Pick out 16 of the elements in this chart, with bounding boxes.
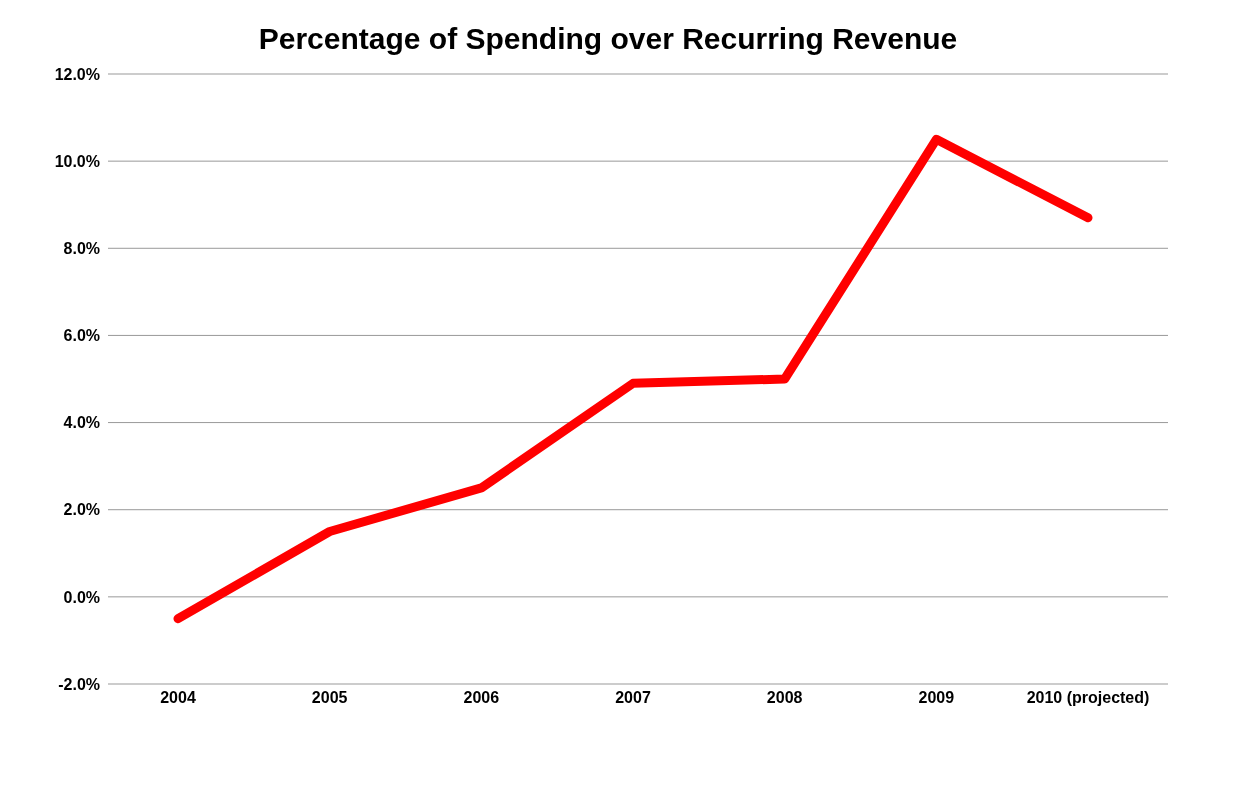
y-tick-label: 8.0%: [63, 239, 100, 257]
y-tick-label: 6.0%: [63, 327, 100, 345]
chart-title: Percentage of Spending over Recurring Revenue: [257, 22, 959, 56]
y-tick-label: 10.0%: [54, 152, 100, 170]
x-tick-label: 2004: [160, 689, 196, 707]
y-tick-label: 4.0%: [63, 414, 100, 432]
x-tick-label: 2010 (projected): [1026, 689, 1150, 707]
x-tick-label: 2006: [463, 689, 500, 707]
y-tick-label: 2.0%: [63, 501, 100, 519]
x-tick-label: 2005: [311, 689, 348, 707]
x-tick-label: 2008: [766, 689, 803, 707]
y-tick-label: 0.0%: [63, 588, 100, 606]
y-tick-label: 12.0%: [54, 65, 100, 83]
x-tick-label: 2009: [918, 689, 955, 707]
x-tick-label: 2007: [615, 689, 651, 707]
y-tick-label: -2.0%: [58, 675, 100, 693]
